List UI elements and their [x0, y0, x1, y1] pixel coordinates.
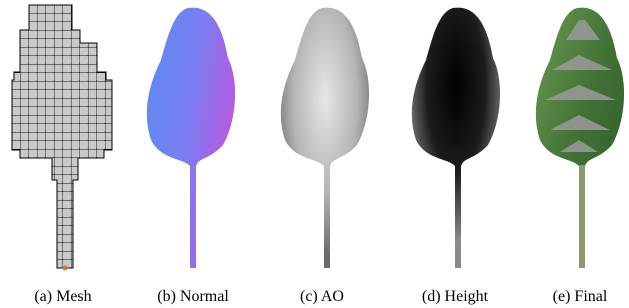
caption: (c) AO	[300, 288, 344, 305]
height-map	[412, 8, 500, 268]
ao-map	[281, 8, 369, 268]
normal-map	[147, 8, 235, 268]
mesh	[12, 5, 112, 271]
caption: (e) Final	[553, 288, 608, 305]
caption: (d) Height	[422, 288, 489, 305]
caption: (b) Normal	[157, 288, 229, 305]
final-leaf	[536, 8, 624, 268]
figure: (a) Mesh (b) Normal (c) AO (d) Height (e…	[0, 0, 629, 308]
caption: (a) Mesh	[34, 288, 91, 305]
captions: (a) Mesh (b) Normal (c) AO (d) Height (e…	[34, 288, 608, 305]
